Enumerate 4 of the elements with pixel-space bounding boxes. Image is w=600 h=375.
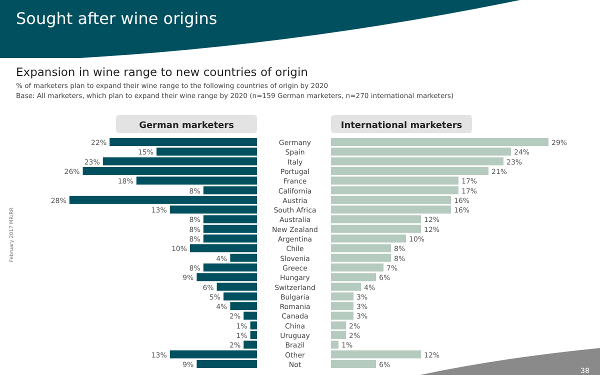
chart-title: International marketers: [340, 121, 462, 131]
chart-title: German marketers: [139, 121, 234, 131]
text: Sought after wine origins: [16, 9, 218, 28]
text: Expansion in wine range to new countries of origin: [16, 65, 308, 79]
